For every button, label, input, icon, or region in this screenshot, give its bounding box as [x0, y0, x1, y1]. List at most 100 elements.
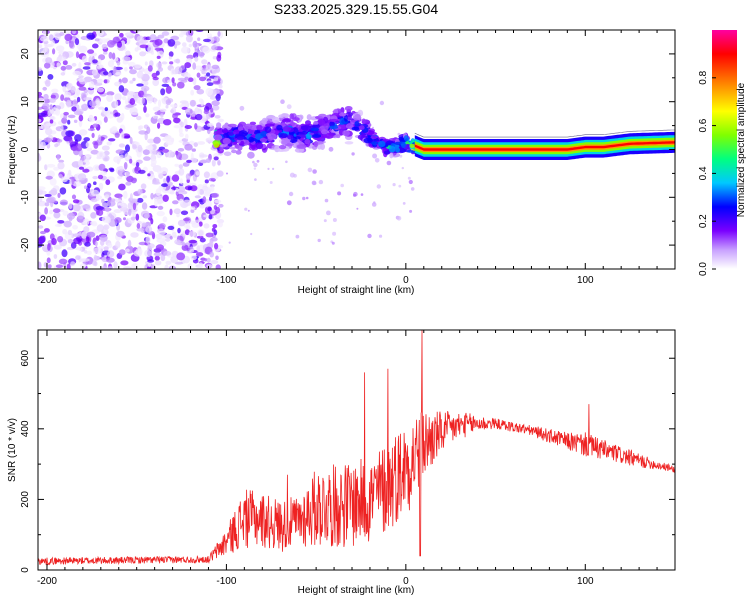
noise-blob	[86, 147, 93, 152]
noise-blob	[167, 39, 176, 47]
noise-blob	[178, 168, 185, 176]
noise-blob	[89, 100, 97, 107]
noise-blob	[217, 160, 221, 166]
noise-blob	[128, 208, 132, 216]
noise-blob	[170, 35, 180, 41]
sparse-point	[340, 183, 345, 188]
signal-blob	[313, 121, 319, 125]
noise-blob	[185, 173, 191, 181]
noise-blob	[73, 237, 82, 244]
noise-blob	[173, 208, 181, 215]
noise-blob	[144, 132, 148, 141]
noise-blob	[196, 72, 201, 78]
noise-blob	[136, 83, 144, 87]
noise-blob	[215, 255, 219, 261]
noise-blob	[189, 249, 195, 253]
noise-blob	[124, 67, 128, 72]
noise-blob	[114, 100, 119, 108]
sparse-point	[313, 181, 317, 185]
spectrogram-ytick-label: -10	[20, 190, 31, 205]
noise-blob	[92, 247, 102, 254]
noise-blob	[161, 31, 170, 36]
noise-blob	[101, 145, 110, 151]
noise-blob	[201, 59, 208, 65]
noise-blob	[161, 148, 169, 153]
sparse-point	[247, 209, 250, 212]
noise-blob	[50, 94, 56, 99]
snr-ytick-label: 600	[20, 349, 31, 366]
noise-blob	[57, 162, 65, 170]
noise-blob	[131, 208, 135, 215]
noise-blob	[44, 202, 50, 207]
noise-blob	[108, 138, 116, 142]
noise-blob	[106, 257, 115, 263]
noise-blob	[123, 162, 128, 170]
noise-blob	[123, 266, 132, 269]
snr-plot-area	[38, 330, 675, 566]
noise-blob	[202, 196, 207, 204]
spectrogram-y-axis: -20 -10 0 10 20	[20, 29, 675, 270]
noise-blob	[217, 31, 221, 37]
noise-blob	[127, 239, 132, 248]
noise-blob	[205, 64, 212, 72]
noise-blob	[197, 37, 201, 41]
noise-blob	[210, 172, 219, 180]
noise-blob	[124, 32, 134, 37]
noise-blob	[58, 258, 68, 265]
noise-blob	[169, 61, 174, 65]
noise-blob	[170, 256, 179, 264]
noise-blob	[116, 60, 121, 66]
noise-blob	[139, 44, 149, 49]
noise-blob	[49, 209, 53, 215]
noise-blob	[144, 249, 152, 258]
noise-blob	[45, 79, 51, 87]
signal-blob	[338, 112, 347, 117]
noise-blob	[201, 65, 207, 69]
noise-blob	[93, 254, 98, 262]
noise-blob	[111, 52, 116, 60]
noise-blob	[152, 76, 159, 81]
noise-blob	[165, 99, 172, 106]
noise-blob	[153, 136, 161, 144]
noise-blob	[152, 181, 161, 185]
noise-blob	[104, 206, 110, 213]
noise-blob	[105, 179, 111, 186]
noise-blob	[188, 239, 198, 244]
noise-blob	[138, 125, 144, 130]
noise-blob	[65, 65, 73, 70]
noise-blob	[210, 260, 219, 264]
signal-blob	[249, 121, 257, 126]
sparse-point	[372, 153, 378, 159]
signal-blob	[388, 146, 396, 153]
noise-blob	[118, 85, 125, 93]
sparse-point	[312, 169, 317, 174]
noise-blob	[169, 191, 175, 195]
noise-blob	[199, 160, 208, 164]
noise-blob	[213, 205, 218, 210]
noise-blob	[47, 110, 51, 116]
snr-y-axis: 0 200 400 600	[20, 349, 675, 573]
noise-blob	[50, 188, 58, 196]
snr-ytick-label: 0	[20, 567, 31, 573]
noise-blob	[44, 62, 51, 69]
signal-blob	[370, 135, 378, 140]
noise-blob	[187, 77, 194, 82]
signal-blob	[292, 117, 300, 122]
signal-blob	[244, 123, 253, 130]
noise-blob	[106, 141, 112, 146]
noise-blob	[113, 261, 118, 269]
noise-blob	[38, 186, 46, 191]
noise-blob	[93, 141, 99, 149]
noise-blob	[39, 214, 46, 222]
noise-blob	[124, 171, 131, 176]
noise-blob	[90, 198, 98, 203]
noise-blob	[173, 125, 182, 129]
noise-blob	[104, 107, 109, 112]
signal-blob	[298, 131, 307, 136]
signal-blob	[351, 126, 360, 131]
noise-blob	[157, 205, 164, 210]
noise-blob	[100, 170, 107, 176]
noise-blob	[150, 218, 154, 225]
noise-blob	[144, 61, 148, 66]
noise-blob	[218, 203, 224, 208]
